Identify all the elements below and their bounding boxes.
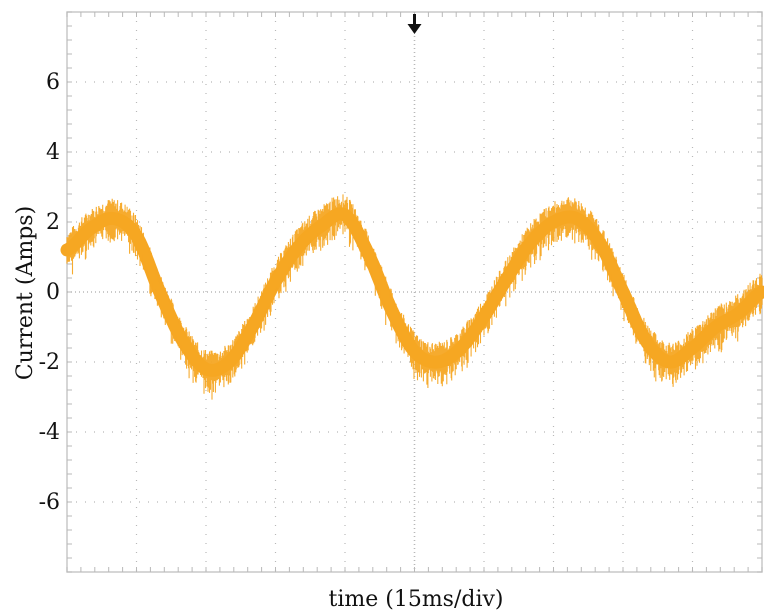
y-tick-label: 2 [46,210,60,235]
y-tick-labels: 6 4 2 0 -2 -4 -6 [39,70,60,515]
y-axis-label: Current (Amps) [13,206,38,380]
x-axis-label: time (15ms/div) [328,587,503,612]
series-layer [60,194,764,400]
y-tick-label: -2 [39,350,60,375]
y-tick-label: -6 [39,490,60,515]
y-tick-label: 4 [46,140,60,165]
y-tick-label: 6 [46,70,60,95]
trigger-marker-layer [407,14,422,34]
series-noise [66,194,763,400]
y-tick-label: -4 [39,420,60,445]
y-tick-label: 0 [46,280,60,305]
trigger-marker-icon [407,24,422,34]
